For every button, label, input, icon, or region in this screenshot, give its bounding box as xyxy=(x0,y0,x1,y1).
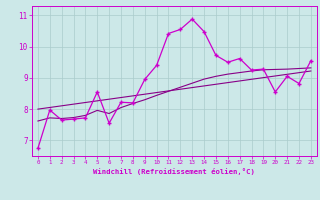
X-axis label: Windchill (Refroidissement éolien,°C): Windchill (Refroidissement éolien,°C) xyxy=(93,168,255,175)
